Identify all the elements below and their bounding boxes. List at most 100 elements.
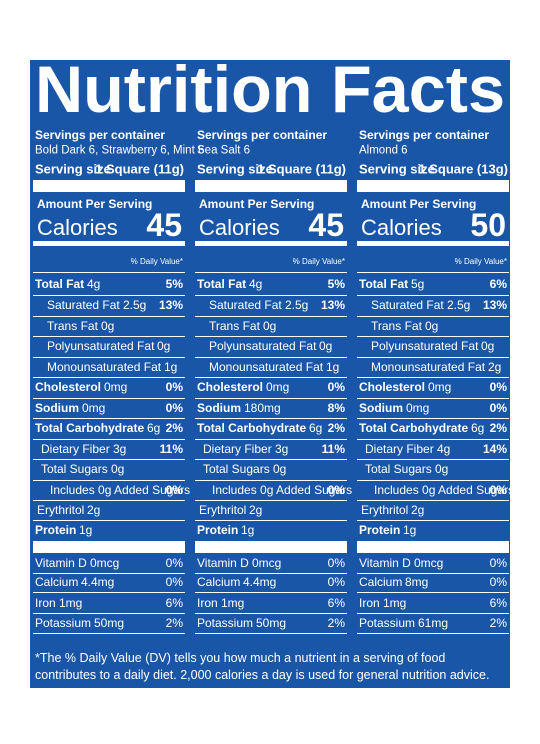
nutrient-name: Total Sugars <box>41 462 108 476</box>
nutrient-amount: 1g <box>79 523 93 537</box>
nutrient-amount: 0mg <box>82 401 106 415</box>
nutrient-amount: 2g <box>249 503 263 517</box>
nutrient-amount: 0g <box>263 319 277 333</box>
nutrient-name: Erythritol <box>199 503 247 517</box>
footnote: *The % Daily Value (DV) tells you how mu… <box>35 651 490 682</box>
nutrient-name: Trans Fat <box>47 319 98 333</box>
nutrient-amount: 4g <box>249 277 263 291</box>
serving-size-label: Serving size <box>35 161 111 177</box>
rule <box>357 541 509 553</box>
vitamin-dv: 2% <box>165 616 183 630</box>
rule <box>33 377 185 378</box>
rule <box>33 357 185 358</box>
nutrient-dv: 13% <box>158 298 183 312</box>
rule <box>357 439 509 440</box>
vitamin-amount: 1mg <box>383 596 407 610</box>
nutrient-dv: 0% <box>327 380 345 394</box>
rule <box>33 500 185 501</box>
rule <box>33 520 185 521</box>
nutrient-amount: 0g <box>273 462 287 476</box>
nutrient-name: Cholesterol <box>35 380 102 394</box>
calories-label: Calories <box>361 215 442 240</box>
rule <box>33 480 185 481</box>
nutrient-dv: 11% <box>321 442 345 456</box>
serving-size: 1 Square (13g) <box>418 161 508 177</box>
nutrient-dv: 2% <box>489 421 507 435</box>
nutrient-dv: 2% <box>327 421 345 435</box>
calories-label: Calories <box>37 215 118 240</box>
nutrient-amount: 0mg <box>104 380 128 394</box>
nutrient-name: Trans Fat <box>209 319 260 333</box>
rule <box>195 180 347 192</box>
rule <box>33 316 185 317</box>
nutrient-amount: 2.5g <box>447 298 471 312</box>
nutrient-name: Saturated Fat <box>47 298 120 312</box>
nutrient-amount: 0g <box>425 319 439 333</box>
rule <box>195 418 347 419</box>
nutrient-amount: 180mg <box>244 401 281 415</box>
rule <box>195 336 347 337</box>
rule <box>357 398 509 399</box>
nutrient-amount: 4g <box>87 277 101 291</box>
nutrient-amount: 1g <box>241 523 255 537</box>
vitamin-name: Vitamin D <box>359 556 411 570</box>
nutrient-name: Saturated Fat <box>371 298 444 312</box>
nutrient-amount: 0mg <box>428 380 452 394</box>
calories: 45 <box>308 207 344 243</box>
vitamin-name: Calcium <box>35 575 79 589</box>
vitamin-name: Iron <box>197 596 218 610</box>
nutrient-amount: 0mg <box>406 401 430 415</box>
nutrient-amount: 1g <box>403 523 417 537</box>
amount-label: Amount Per Serving <box>199 197 315 211</box>
rule <box>195 316 347 317</box>
vitamin-amount: 0mcg <box>414 556 444 570</box>
nutrient-dv: 6% <box>489 277 507 291</box>
nutrient-name: Polyunsaturated Fat <box>209 339 317 353</box>
dv-header: % Daily Value* <box>292 257 345 266</box>
nutrient-name: Sodium <box>359 401 403 415</box>
nutrient-amount: 0g <box>319 339 333 353</box>
rule <box>357 573 509 574</box>
vitamin-name: Vitamin D <box>35 556 87 570</box>
serving-size-label: Serving size <box>359 161 435 177</box>
calories-label: Calories <box>199 215 280 240</box>
nutrient-dv: 0% <box>327 483 345 497</box>
rule <box>33 418 185 419</box>
rule <box>33 241 185 246</box>
nutrient-name: Monounsaturated Fat <box>47 360 162 374</box>
serving-size: 1 Square (11g) <box>257 161 346 177</box>
nutrient-amount: 0g <box>481 339 495 353</box>
nutrient-amount: 2g <box>411 503 425 517</box>
nutrient-dv: 0% <box>489 380 507 394</box>
nutrient-dv: 0% <box>165 483 183 497</box>
nutrient-name: Total Sugars <box>203 462 270 476</box>
rule <box>357 500 509 501</box>
nutrient-name: Erythritol <box>361 503 409 517</box>
servings: Almond 6 <box>359 144 408 157</box>
rule <box>33 180 185 192</box>
vitamin-amount: 1mg <box>59 596 83 610</box>
servings-label: Servings per container <box>359 128 490 142</box>
nutrient-dv: 5% <box>165 277 183 291</box>
rule <box>195 520 347 521</box>
vitamin-amount: 4.4mg <box>81 575 115 589</box>
nutrient-amount: 6g <box>147 421 161 435</box>
vitamin-dv: 0% <box>489 575 507 589</box>
serving-size-label: Serving size <box>197 161 273 177</box>
rule <box>357 316 509 317</box>
nutrient-amount: 6g <box>471 421 485 435</box>
vitamin-amount: 8mg <box>405 575 429 589</box>
rule <box>357 272 509 273</box>
nutrient-amount: 6g <box>309 421 323 435</box>
vitamin-dv: 6% <box>327 596 345 610</box>
nutrient-amount: 0g <box>157 339 171 353</box>
vitamin-name: Calcium <box>359 575 403 589</box>
nutrient-amount: 3g <box>113 442 127 456</box>
nutrient-name: Protein <box>197 523 239 537</box>
nutrient-dv: 0% <box>165 380 183 394</box>
vitamin-amount: 0mcg <box>90 556 120 570</box>
nutrient-name: Dietary Fiber <box>41 442 110 456</box>
rule <box>195 439 347 440</box>
rule <box>357 180 509 192</box>
